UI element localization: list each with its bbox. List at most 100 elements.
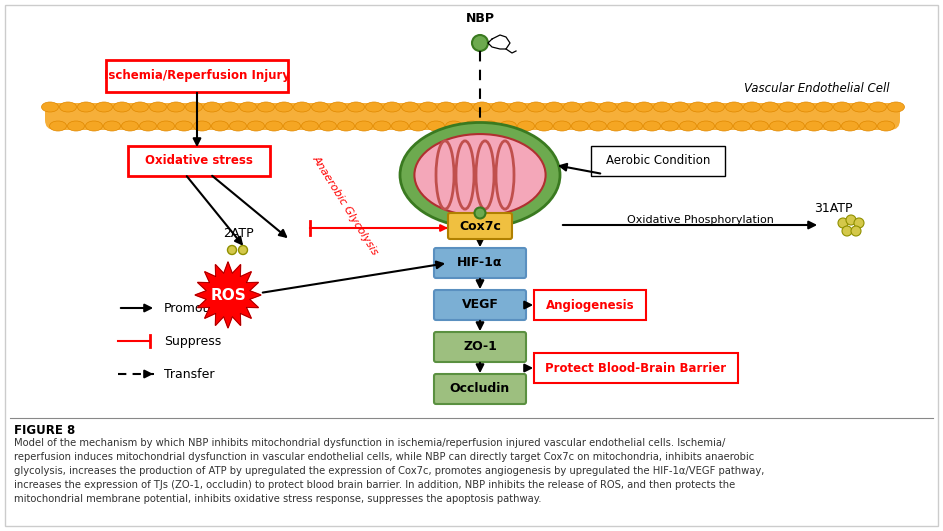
FancyBboxPatch shape	[434, 332, 526, 362]
Ellipse shape	[227, 245, 237, 254]
Text: Occludin: Occludin	[450, 382, 510, 396]
Text: Anaerobic Glycolysis: Anaerobic Glycolysis	[310, 153, 380, 256]
Ellipse shape	[518, 121, 535, 131]
Ellipse shape	[762, 102, 779, 112]
Ellipse shape	[600, 102, 617, 112]
Ellipse shape	[239, 245, 247, 254]
FancyBboxPatch shape	[534, 290, 646, 320]
Ellipse shape	[554, 121, 571, 131]
Ellipse shape	[491, 102, 508, 112]
Ellipse shape	[284, 121, 301, 131]
Ellipse shape	[464, 121, 481, 131]
Ellipse shape	[320, 121, 337, 131]
Ellipse shape	[769, 121, 786, 131]
Ellipse shape	[545, 102, 563, 112]
Ellipse shape	[509, 102, 526, 112]
FancyBboxPatch shape	[448, 213, 512, 239]
Ellipse shape	[438, 102, 455, 112]
Ellipse shape	[95, 102, 112, 112]
Ellipse shape	[780, 102, 797, 112]
Ellipse shape	[607, 121, 624, 131]
Text: FIGURE 8: FIGURE 8	[14, 424, 75, 437]
Text: Suppress: Suppress	[164, 335, 222, 347]
Ellipse shape	[878, 121, 895, 131]
Ellipse shape	[474, 208, 486, 218]
Ellipse shape	[420, 102, 437, 112]
Ellipse shape	[59, 102, 76, 112]
Text: NBP: NBP	[466, 12, 494, 24]
Text: Promote: Promote	[164, 302, 216, 314]
Ellipse shape	[636, 102, 653, 112]
Text: ZO-1: ZO-1	[463, 340, 497, 354]
Ellipse shape	[211, 121, 228, 131]
Ellipse shape	[752, 121, 769, 131]
Ellipse shape	[384, 102, 401, 112]
Ellipse shape	[186, 102, 203, 112]
FancyBboxPatch shape	[591, 146, 725, 176]
Ellipse shape	[834, 102, 851, 112]
Text: Ischemia/Reperfusion Injury: Ischemia/Reperfusion Injury	[104, 70, 290, 82]
FancyBboxPatch shape	[128, 146, 270, 176]
Text: mitochondrial membrane potential, inhibits oxidative stress response, suppresses: mitochondrial membrane potential, inhibi…	[14, 494, 541, 504]
Ellipse shape	[887, 102, 904, 112]
Ellipse shape	[157, 121, 174, 131]
Text: Aerobic Condition: Aerobic Condition	[605, 155, 710, 167]
Ellipse shape	[852, 102, 869, 112]
Ellipse shape	[68, 121, 85, 131]
Ellipse shape	[734, 121, 751, 131]
Ellipse shape	[500, 121, 517, 131]
Ellipse shape	[472, 35, 488, 51]
Ellipse shape	[104, 121, 121, 131]
Ellipse shape	[122, 121, 139, 131]
Ellipse shape	[348, 102, 365, 112]
Ellipse shape	[787, 121, 804, 131]
Ellipse shape	[275, 102, 292, 112]
Ellipse shape	[455, 102, 472, 112]
Ellipse shape	[266, 121, 283, 131]
Text: Vascular Endothelial Cell: Vascular Endothelial Cell	[745, 82, 890, 95]
Ellipse shape	[409, 121, 426, 131]
Ellipse shape	[473, 102, 490, 112]
FancyBboxPatch shape	[434, 248, 526, 278]
Ellipse shape	[293, 102, 310, 112]
Ellipse shape	[743, 102, 760, 112]
Ellipse shape	[302, 121, 319, 131]
Text: Transfer: Transfer	[164, 367, 214, 381]
FancyBboxPatch shape	[534, 353, 738, 383]
FancyBboxPatch shape	[106, 60, 288, 92]
Polygon shape	[195, 262, 261, 328]
Ellipse shape	[851, 226, 861, 236]
Ellipse shape	[400, 123, 560, 227]
Ellipse shape	[716, 121, 733, 131]
Ellipse shape	[816, 102, 833, 112]
Ellipse shape	[618, 102, 635, 112]
Ellipse shape	[193, 121, 210, 131]
Ellipse shape	[113, 102, 130, 112]
Ellipse shape	[338, 121, 355, 131]
Ellipse shape	[671, 102, 688, 112]
Ellipse shape	[854, 218, 864, 228]
Text: Model of the mechanism by which NBP inhibits mitochondrial dysfunction in ischem: Model of the mechanism by which NBP inhi…	[14, 438, 725, 448]
Ellipse shape	[257, 102, 274, 112]
Ellipse shape	[445, 121, 462, 131]
Ellipse shape	[86, 121, 103, 131]
Text: HIF-1α: HIF-1α	[457, 256, 503, 270]
Ellipse shape	[725, 102, 742, 112]
FancyBboxPatch shape	[434, 290, 526, 320]
Text: Protect Blood-Brain Barrier: Protect Blood-Brain Barrier	[545, 362, 726, 374]
Text: 31ATP: 31ATP	[814, 202, 852, 215]
Ellipse shape	[653, 102, 670, 112]
Ellipse shape	[846, 215, 856, 225]
Ellipse shape	[869, 102, 886, 112]
FancyBboxPatch shape	[5, 5, 938, 526]
Ellipse shape	[527, 102, 544, 112]
Ellipse shape	[798, 102, 815, 112]
Ellipse shape	[805, 121, 822, 131]
Ellipse shape	[427, 121, 444, 131]
Ellipse shape	[77, 102, 94, 112]
Ellipse shape	[582, 102, 599, 112]
Ellipse shape	[414, 134, 546, 216]
Ellipse shape	[168, 102, 185, 112]
Ellipse shape	[842, 226, 852, 236]
Ellipse shape	[366, 102, 383, 112]
